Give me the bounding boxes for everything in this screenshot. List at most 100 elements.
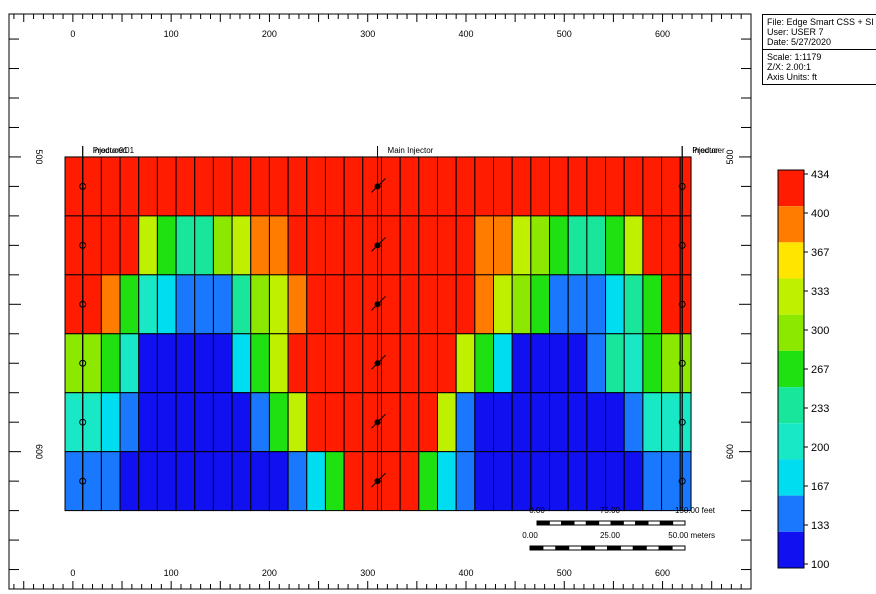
- heatmap-cell: [194, 333, 214, 394]
- heatmap-cell: [567, 156, 588, 217]
- heatmap-cell: [474, 215, 495, 276]
- heatmap-cell: [194, 156, 214, 217]
- heatmap-cell: [287, 451, 308, 512]
- scale-bar-segment: [581, 545, 596, 551]
- heatmap-cell: [661, 156, 681, 217]
- heatmap-cell: [156, 215, 177, 276]
- y-tick-label-right: 600: [725, 444, 735, 459]
- heatmap-cell: [530, 392, 551, 453]
- heatmap-cell: [250, 156, 270, 217]
- heatmap-cell: [268, 333, 289, 394]
- legend-color-swatch: [778, 170, 804, 207]
- heatmap-cell: [436, 451, 457, 512]
- well-label: Injector: [692, 146, 719, 155]
- heatmap-cell: [418, 215, 438, 276]
- heatmap-cell: [324, 451, 345, 512]
- scale-bar-segment: [610, 520, 624, 526]
- heatmap-cell: [623, 392, 644, 453]
- legend-color-swatch: [778, 495, 804, 532]
- heatmap-cell: [212, 333, 233, 394]
- heatmap-cell: [511, 215, 532, 276]
- heatmap-cell: [511, 333, 532, 394]
- heatmap-cell: [138, 274, 158, 335]
- heatmap-cell: [119, 392, 140, 453]
- heatmap-cell: [175, 333, 196, 394]
- legend-value-label: 367: [811, 247, 829, 259]
- info-date: Date: 5/27/2020: [767, 37, 832, 47]
- legend-color-swatch: [778, 242, 804, 279]
- info-scale: Scale: 1:1179: [767, 52, 822, 62]
- heatmap-cell: [455, 451, 476, 512]
- heatmap-cell: [586, 451, 607, 512]
- heatmap-cell: [100, 333, 121, 394]
- heatmap-cell: [436, 274, 457, 335]
- scale-bar-segment: [607, 545, 621, 551]
- heatmap-cell: [418, 392, 438, 453]
- heatmap-cell: [156, 274, 177, 335]
- info-scale-section: Scale: 1:1179 Z/X: 2.00:1 Axis Units: ft: [763, 49, 876, 84]
- heatmap-cell: [399, 156, 420, 217]
- heatmap-cell: [549, 451, 569, 512]
- scale-bar-label: 150.00 feet: [675, 506, 716, 515]
- x-tick-label-top: 100: [164, 29, 179, 39]
- scale-bar-segment: [598, 520, 612, 526]
- heatmap-cell: [418, 451, 438, 512]
- y-tick-label-left: 500: [34, 149, 44, 164]
- legend-value-label: 434: [811, 169, 829, 181]
- legend-color-swatch: [778, 314, 804, 351]
- legend-value-label: 200: [811, 442, 829, 454]
- heatmap-cell: [623, 156, 644, 217]
- heatmap-cell: [343, 274, 364, 335]
- heatmap-cell: [474, 156, 495, 217]
- x-tick-label-top: 400: [458, 29, 473, 39]
- heatmap-cell: [399, 215, 420, 276]
- scale-bar-segment: [645, 545, 660, 551]
- heatmap-cell: [455, 215, 476, 276]
- scale-bar-segment: [585, 520, 600, 526]
- legend-value-label: 400: [811, 208, 829, 220]
- scale-bar-segment: [568, 545, 583, 551]
- scale-bar-segment: [672, 520, 686, 526]
- heatmap-cell: [156, 333, 177, 394]
- heatmap-cell: [642, 215, 663, 276]
- x-tick-label-top: 600: [655, 29, 670, 39]
- info-zx: Z/X: 2.00:1: [767, 62, 812, 72]
- heatmap-cell: [586, 274, 607, 335]
- heatmap-cell: [343, 392, 364, 453]
- scale-bar-label: 50.00 meters: [668, 531, 715, 540]
- heatmap-cell: [605, 392, 625, 453]
- heatmap-cell: [455, 156, 476, 217]
- heatmap-cell: [605, 451, 625, 512]
- injector-arrow: [371, 472, 386, 488]
- heatmap-cell: [661, 215, 681, 276]
- heatmap-cell: [231, 274, 252, 335]
- injector-arrow: [371, 237, 386, 252]
- heatmap-cell: [474, 451, 495, 512]
- x-tick-label-bottom: 0: [70, 568, 75, 578]
- y-tick-label-right: 500: [725, 149, 735, 164]
- well-label: Producer: [692, 146, 725, 155]
- heatmap-cell: [623, 215, 644, 276]
- heatmap-cell: [493, 451, 513, 512]
- heatmap-cell: [605, 215, 625, 276]
- heatmap-cell: [380, 451, 401, 512]
- heatmap-cell: [661, 392, 681, 453]
- heatmap-cell: [156, 156, 177, 217]
- heatmap-cell: [418, 156, 438, 217]
- x-tick-label-bottom: 300: [360, 568, 375, 578]
- heatmap-cell: [268, 156, 289, 217]
- heatmap-cell: [100, 451, 121, 512]
- heatmap-cell: [306, 156, 326, 217]
- heatmap-cell: [119, 451, 140, 512]
- heatmap-cell: [380, 274, 401, 335]
- scale-bar-segment: [622, 520, 637, 526]
- heatmap-cell: [474, 333, 495, 394]
- heatmap-cell: [212, 451, 233, 512]
- heatmap-cell: [642, 156, 663, 217]
- heatmap-cell: [231, 451, 252, 512]
- heatmap-cell: [642, 392, 663, 453]
- heatmap-cell: [623, 451, 644, 512]
- x-tick-label-top: 300: [360, 29, 375, 39]
- info-user: User: USER 7: [767, 27, 824, 37]
- heatmap-cell: [268, 215, 289, 276]
